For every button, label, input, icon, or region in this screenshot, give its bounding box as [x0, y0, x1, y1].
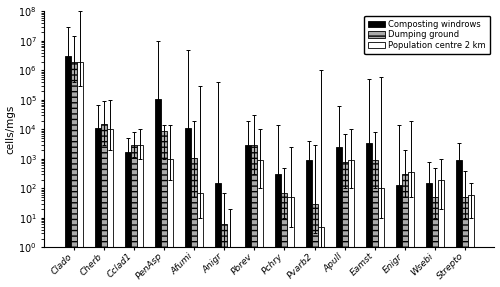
Bar — [137, 145, 143, 287]
Bar — [228, 247, 234, 287]
Bar — [402, 174, 408, 287]
Bar — [125, 152, 131, 287]
Bar — [342, 162, 347, 287]
Bar — [191, 158, 198, 287]
Bar — [396, 185, 402, 287]
Bar — [408, 172, 414, 287]
Bar — [246, 145, 252, 287]
Bar — [462, 197, 468, 287]
Y-axis label: cells/mgs: cells/mgs — [6, 105, 16, 154]
Bar — [318, 227, 324, 287]
Bar — [77, 62, 83, 287]
Bar — [276, 174, 281, 287]
Bar — [252, 145, 258, 287]
Bar — [198, 193, 203, 287]
Bar — [336, 147, 342, 287]
Legend: Composting windrows, Dumping ground, Population centre 2 km: Composting windrows, Dumping ground, Pop… — [364, 15, 490, 54]
Bar — [167, 159, 173, 287]
Bar — [101, 124, 107, 287]
Bar — [432, 197, 438, 287]
Bar — [468, 195, 474, 287]
Bar — [185, 128, 191, 287]
Bar — [222, 224, 228, 287]
Bar — [456, 160, 462, 287]
Bar — [312, 204, 318, 287]
Bar — [438, 180, 444, 287]
Bar — [306, 160, 312, 287]
Bar — [258, 160, 264, 287]
Bar — [161, 131, 167, 287]
Bar — [282, 193, 288, 287]
Bar — [372, 160, 378, 287]
Bar — [378, 189, 384, 287]
Bar — [348, 160, 354, 287]
Bar — [107, 129, 113, 287]
Bar — [131, 145, 137, 287]
Bar — [426, 183, 432, 287]
Bar — [65, 56, 71, 287]
Bar — [288, 197, 294, 287]
Bar — [95, 128, 101, 287]
Bar — [155, 99, 161, 287]
Bar — [216, 183, 222, 287]
Bar — [71, 62, 77, 287]
Bar — [366, 143, 372, 287]
